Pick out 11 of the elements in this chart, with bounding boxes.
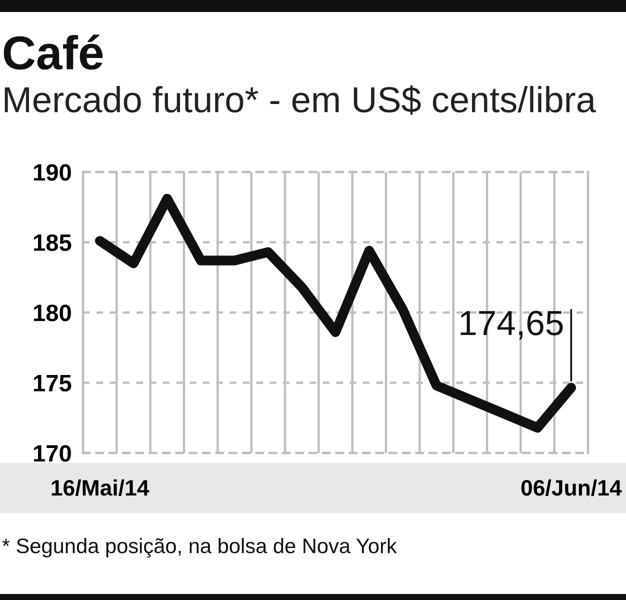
chart-subtitle: Mercado futuro* - em US$ cents/libra [4,85,596,115]
y-tick-label: 170 [34,445,71,462]
y-tick-label: 180 [34,304,71,322]
data-label: 174,65 [460,310,563,340]
text: * Segunda posição, na bolsa de Nova York [2,538,397,558]
x-tick-label: 06/Jun/14 [521,479,622,496]
y-tick-label: 190 [34,164,71,181]
y-tick-label: 175 [34,375,72,392]
y-tick-label: 185 [34,234,72,252]
x-tick-label: 16/Mai/14 [52,479,150,496]
chart-title: Café [4,34,103,70]
